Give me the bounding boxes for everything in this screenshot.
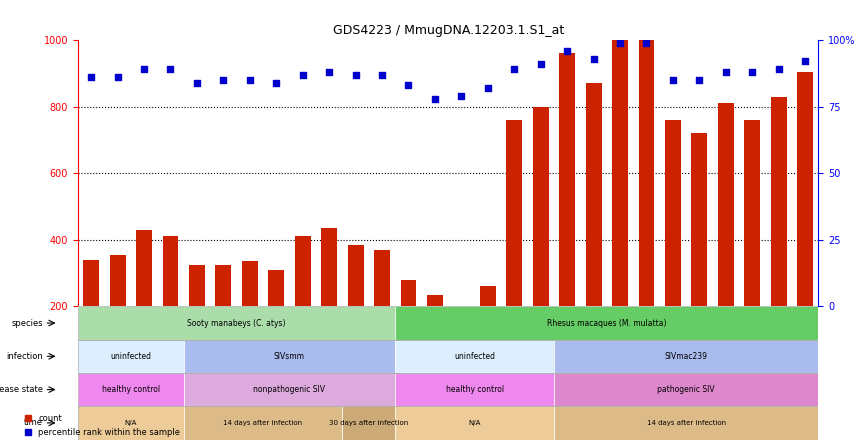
Bar [78,406,184,440]
Bar [268,270,284,306]
Text: uninfected: uninfected [454,352,495,361]
Point [613,39,627,46]
Bar [184,340,395,373]
Bar [395,340,554,373]
Bar [401,280,417,306]
Bar [184,406,342,440]
Bar [347,245,364,306]
Bar [533,107,549,306]
Point [322,68,336,75]
Point [533,60,547,67]
Text: time: time [24,418,43,428]
Bar [110,255,126,306]
Point [242,76,256,83]
Point [137,66,151,73]
Point [798,58,812,65]
Bar [507,120,522,306]
Bar [189,265,205,306]
Text: 30 days after infection: 30 days after infection [329,420,409,426]
Text: Rhesus macaques (M. mulatta): Rhesus macaques (M. mulatta) [547,318,667,328]
Text: pathogenic SIV: pathogenic SIV [657,385,715,394]
Point [190,79,204,86]
Text: 14 days after infection: 14 days after infection [223,420,302,426]
Point [772,66,785,73]
Text: disease state: disease state [0,385,43,394]
Text: 14 days after infection: 14 days after infection [647,420,726,426]
Text: SIVsmm: SIVsmm [274,352,305,361]
Bar [395,406,554,440]
Point [746,68,759,75]
Bar [427,295,443,306]
Bar [342,406,395,440]
Bar [78,340,184,373]
Bar [585,83,602,306]
Point [719,68,733,75]
Bar [665,120,681,306]
Text: infection: infection [6,352,43,361]
Bar [78,373,818,406]
Bar [480,286,495,306]
Bar [242,262,258,306]
Bar [136,230,152,306]
Point [586,55,600,62]
Point [375,71,389,78]
Point [507,66,521,73]
Bar [744,120,760,306]
Point [84,74,98,81]
Point [164,66,178,73]
Bar [374,250,390,306]
Bar [78,340,818,373]
Title: GDS4223 / MmugDNA.12203.1.S1_at: GDS4223 / MmugDNA.12203.1.S1_at [333,24,564,37]
Bar [216,265,231,306]
Point [640,39,654,46]
Bar [798,71,813,306]
Point [693,76,707,83]
Point [111,74,125,81]
Bar [638,36,655,306]
Text: uninfected: uninfected [110,352,152,361]
Bar [78,306,818,340]
Point [349,71,363,78]
Bar [163,236,178,306]
Bar [184,373,395,406]
Text: healthy control: healthy control [102,385,160,394]
Point [296,71,310,78]
Bar [395,373,554,406]
Bar [294,236,311,306]
Text: nonpathogenic SIV: nonpathogenic SIV [254,385,326,394]
Text: N/A: N/A [125,420,137,426]
Point [455,92,469,99]
Legend: count, percentile rank within the sample: count, percentile rank within the sample [22,411,184,440]
Bar [771,97,786,306]
Bar [691,133,708,306]
Text: healthy control: healthy control [445,385,504,394]
Bar [454,306,469,320]
Bar [395,306,818,340]
Text: N/A: N/A [469,420,481,426]
Text: SIVmac239: SIVmac239 [664,352,708,361]
Text: Sooty manabeys (C. atys): Sooty manabeys (C. atys) [187,318,286,328]
Bar [78,373,184,406]
Bar [612,40,628,306]
Bar [554,340,818,373]
Bar [554,373,818,406]
Bar [83,260,99,306]
Point [666,76,680,83]
Point [269,79,283,86]
Bar [554,406,818,440]
Point [560,47,574,54]
Point [428,95,442,102]
Point [216,76,230,83]
Point [402,82,416,89]
Bar [321,228,337,306]
Bar [78,306,395,340]
Bar [559,53,575,306]
Bar [718,103,734,306]
Bar [78,406,818,440]
Text: species: species [11,318,43,328]
Point [481,84,494,91]
